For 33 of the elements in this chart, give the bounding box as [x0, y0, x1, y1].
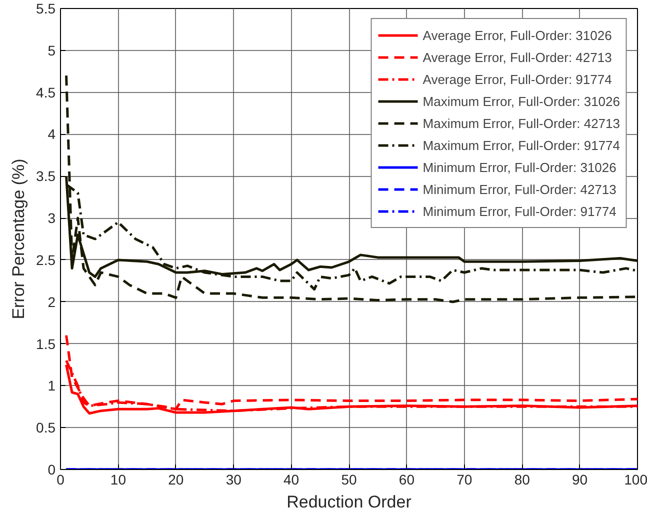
x-tick-label: 70	[456, 472, 472, 488]
y-tick-label: 4	[48, 126, 56, 142]
legend-label: Average Error, Full-Order: 91774	[422, 70, 612, 88]
legend-label: Minimum Error, Full-Order: 91774	[422, 202, 616, 220]
legend-label: Average Error, Full-Order: 31026	[422, 26, 612, 44]
x-tick-label: 30	[226, 472, 242, 488]
x-tick-label: 10	[110, 472, 126, 488]
y-tick-label: 5	[48, 42, 56, 58]
y-tick-label: 0	[48, 462, 56, 478]
legend-label: Minimum Error, Full-Order: 31026	[422, 158, 616, 176]
y-tick-label: 3	[48, 210, 56, 226]
x-tick-label: 80	[514, 472, 530, 488]
y-tick-label: 5.5	[36, 0, 56, 16]
legend-label: Average Error, Full-Order: 42713	[422, 48, 612, 66]
y-tick-label: 1.5	[36, 336, 56, 352]
legend-label: Maximum Error, Full-Order: 31026	[422, 92, 620, 110]
x-tick-label: 60	[398, 472, 415, 488]
y-tick-label: 4.5	[36, 84, 56, 100]
x-tick-label: 20	[168, 472, 184, 488]
y-tick-label: 0.5	[36, 420, 56, 436]
y-axis-title: Error Percentage (%)	[9, 158, 28, 320]
legend-label: Minimum Error, Full-Order: 42713	[422, 180, 616, 198]
legend-label: Maximum Error, Full-Order: 91774	[422, 136, 620, 154]
x-tick-label: 50	[341, 472, 357, 488]
y-tick-label: 1	[48, 378, 56, 394]
legend-label: Maximum Error, Full-Order: 42713	[422, 114, 620, 132]
y-tick-label: 3.5	[36, 168, 56, 184]
x-tick-label: 40	[284, 472, 300, 488]
x-tick-label: 100	[624, 472, 647, 488]
y-tick-label: 2.5	[36, 252, 56, 268]
y-tick-label: 2	[48, 294, 56, 310]
x-axis-title: Reduction Order	[286, 492, 412, 512]
x-tick-label: 90	[572, 472, 588, 488]
